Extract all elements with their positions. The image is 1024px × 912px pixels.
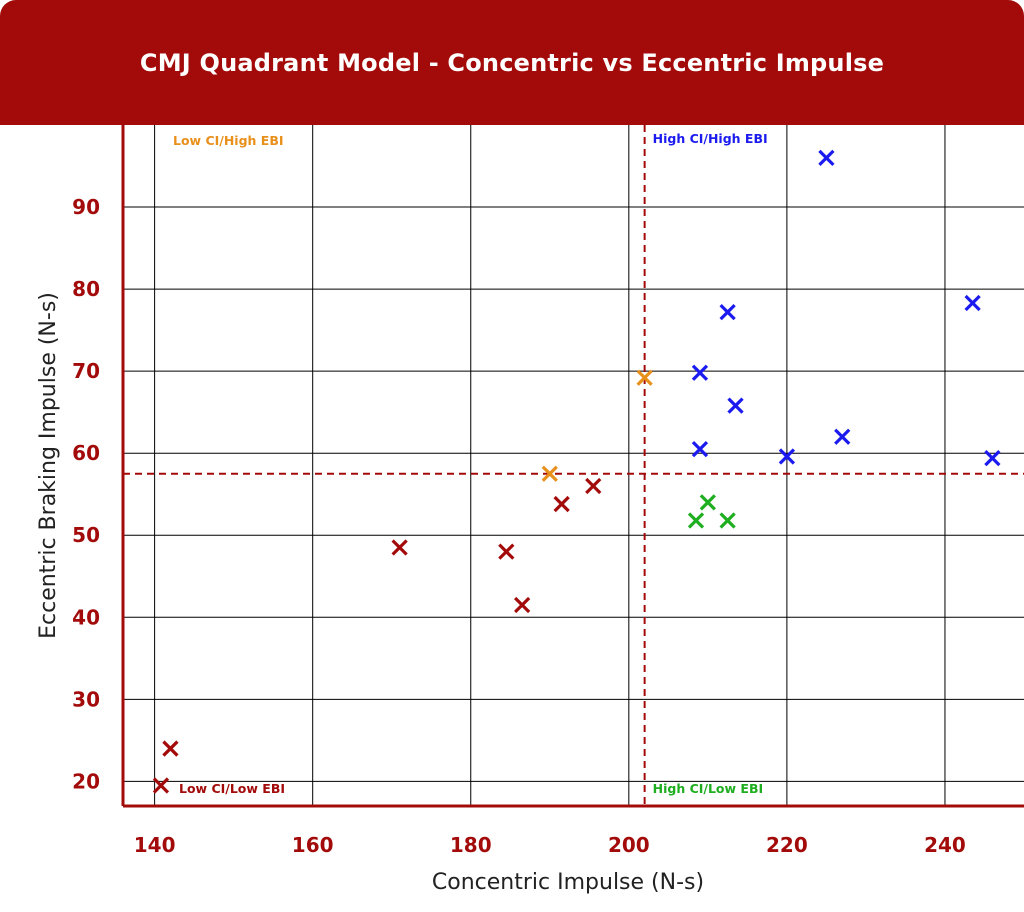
data-point-stroke bbox=[498, 543, 515, 560]
data-point bbox=[541, 465, 558, 482]
data-point-stroke bbox=[778, 448, 796, 465]
data-point bbox=[585, 477, 602, 495]
data-point bbox=[162, 740, 179, 757]
data-point bbox=[498, 543, 515, 560]
grid-lines bbox=[123, 125, 1024, 806]
data-point bbox=[818, 149, 835, 166]
data-point bbox=[699, 494, 716, 511]
data-points bbox=[152, 149, 1001, 794]
data-point bbox=[984, 449, 1001, 467]
quadrant-label-high-ci-high-ebi: High CI/High EBI bbox=[653, 131, 768, 146]
y-tick-label: 70 bbox=[72, 359, 100, 383]
y-tick-label: 50 bbox=[72, 523, 100, 547]
data-point-stroke bbox=[719, 303, 736, 321]
data-point-stroke bbox=[964, 294, 981, 312]
data-point bbox=[727, 397, 744, 414]
data-point-stroke bbox=[727, 397, 744, 414]
y-axis-title: Eccentric Braking Impulse (N-s) bbox=[36, 292, 61, 639]
data-point-stroke bbox=[636, 369, 653, 386]
y-tick-label: 90 bbox=[72, 195, 100, 219]
data-point-stroke bbox=[719, 512, 736, 529]
data-point-stroke bbox=[553, 495, 570, 513]
data-point-stroke bbox=[391, 539, 408, 556]
x-tick-label: 220 bbox=[766, 833, 808, 857]
quadrant-label-low-ci-high-ebi: Low CI/High EBI bbox=[173, 133, 284, 148]
data-point-stroke bbox=[818, 149, 835, 166]
data-point bbox=[778, 448, 796, 465]
data-point bbox=[391, 539, 408, 556]
data-point bbox=[687, 512, 705, 529]
data-point bbox=[513, 596, 531, 614]
data-point-stroke bbox=[691, 440, 709, 458]
x-axis-title: Concentric Impulse (N-s) bbox=[432, 870, 704, 895]
x-tick-label: 200 bbox=[608, 833, 650, 857]
data-point bbox=[964, 294, 981, 312]
title-bar: CMJ Quadrant Model - Concentric vs Eccen… bbox=[0, 0, 1024, 125]
data-point-stroke bbox=[687, 512, 705, 529]
x-tick-label: 140 bbox=[134, 833, 176, 857]
quadrant-label-low-ci-low-ebi: Low CI/Low EBI bbox=[179, 781, 285, 796]
data-point bbox=[719, 512, 736, 529]
y-tick-label: 30 bbox=[72, 687, 100, 711]
data-point bbox=[553, 495, 570, 513]
y-tick-label: 80 bbox=[72, 277, 100, 301]
data-point bbox=[636, 369, 653, 386]
data-point-stroke bbox=[585, 477, 602, 495]
data-point-stroke bbox=[984, 449, 1001, 467]
y-tick-label: 40 bbox=[72, 605, 100, 629]
chart-title: CMJ Quadrant Model - Concentric vs Eccen… bbox=[139, 48, 885, 77]
x-tick-label: 160 bbox=[292, 833, 334, 857]
data-point-stroke bbox=[834, 428, 851, 445]
data-point-stroke bbox=[162, 740, 179, 757]
data-point-stroke bbox=[691, 364, 709, 381]
data-point-stroke bbox=[152, 777, 170, 794]
data-point-stroke bbox=[541, 465, 558, 482]
data-point-stroke bbox=[699, 494, 716, 511]
data-point bbox=[719, 303, 736, 321]
x-tick-label: 180 bbox=[450, 833, 492, 857]
data-point bbox=[152, 777, 170, 794]
data-point bbox=[691, 364, 709, 381]
data-point bbox=[834, 428, 851, 445]
x-tick-label: 240 bbox=[924, 833, 966, 857]
y-tick-label: 20 bbox=[72, 769, 100, 793]
quadrant-label-high-ci-low-ebi: High CI/Low EBI bbox=[653, 781, 764, 796]
y-tick-label: 60 bbox=[72, 441, 100, 465]
data-point-stroke bbox=[513, 596, 531, 614]
data-point bbox=[691, 440, 709, 458]
